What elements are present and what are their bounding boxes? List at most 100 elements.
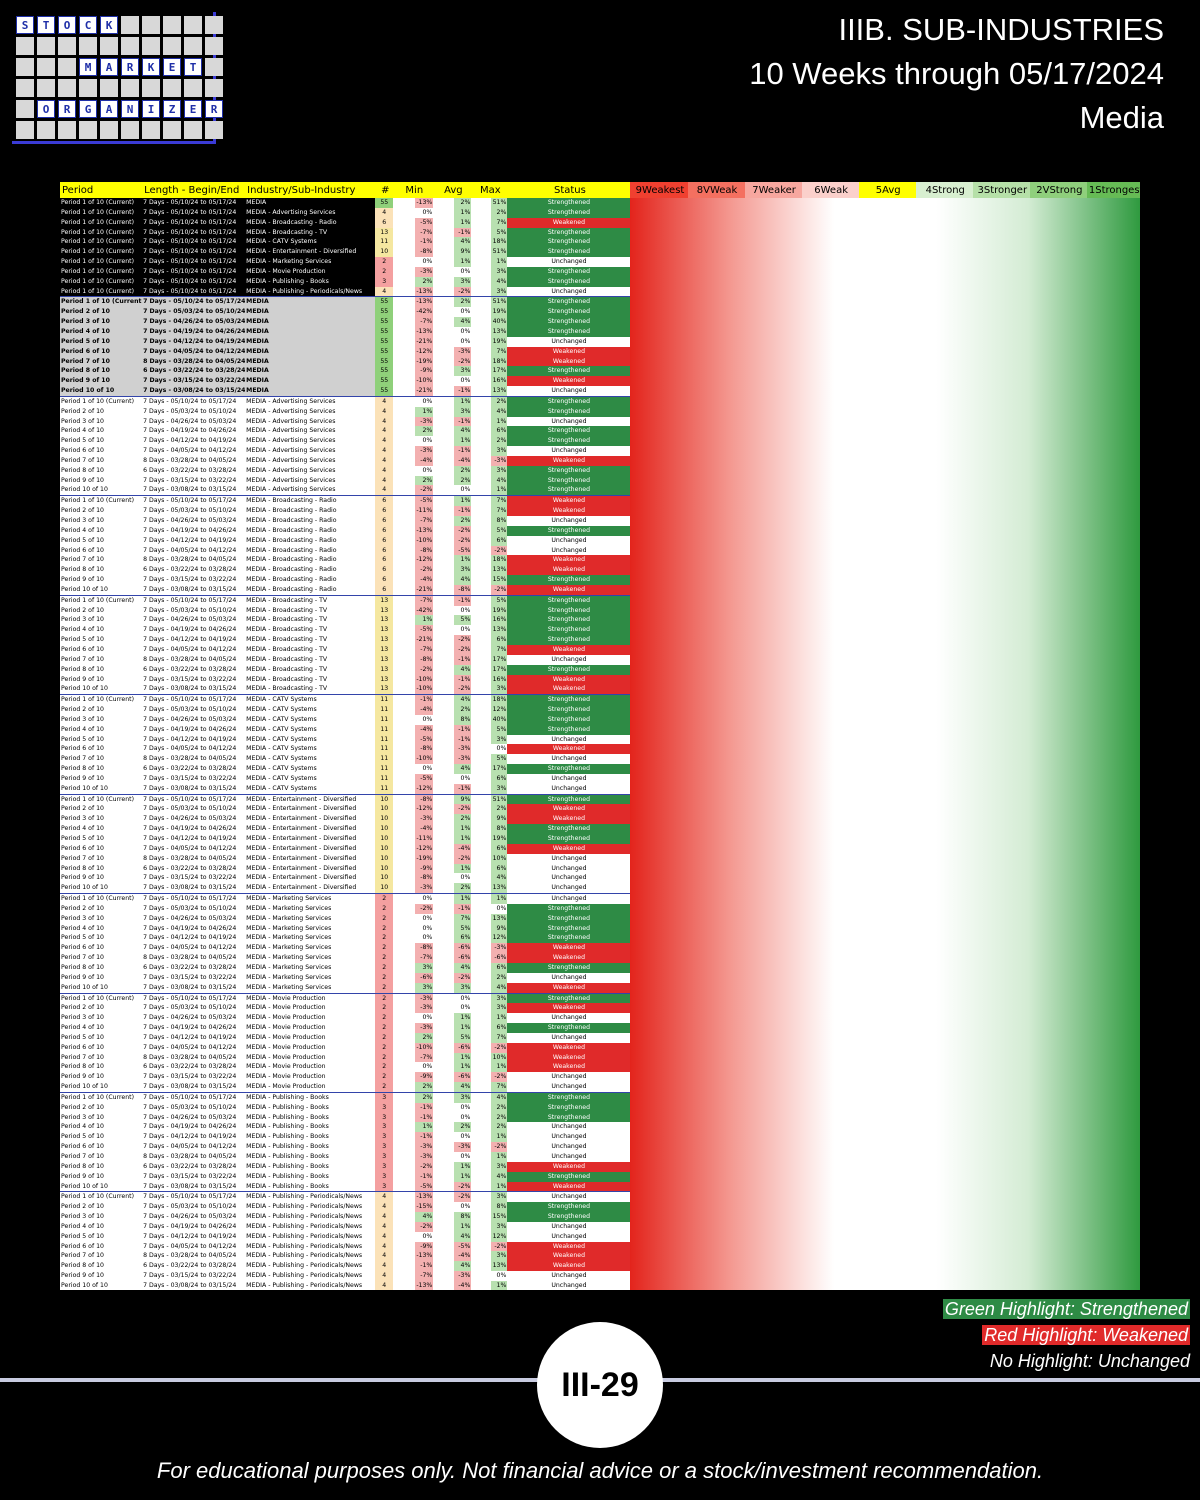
status-cell: Weakened — [507, 584, 631, 596]
length-cell: 7 Days - 04/05/24 to 04/12/24 — [143, 1143, 237, 1151]
avg-cell: -3% — [433, 1142, 472, 1152]
max-cell: 1% — [471, 1152, 508, 1162]
length-cell: 7 Days - 05/10/24 to 05/17/24 — [142, 992, 246, 1004]
max-cell: 6% — [471, 843, 508, 854]
min-cell: -9% — [393, 366, 434, 377]
min-cell: -10% — [393, 674, 434, 685]
max-cell: 7% — [471, 346, 508, 357]
max-cell: 0% — [496, 1272, 507, 1280]
max-cell: -2% — [471, 545, 508, 556]
status-cell: Strengthened — [507, 605, 631, 616]
count-cell: 4 — [375, 446, 394, 456]
avg-cell: 1% — [433, 1062, 472, 1073]
avg-cell: -1% — [433, 386, 472, 397]
count-cell: 55 — [375, 296, 394, 308]
avg-cell: -1% — [433, 724, 472, 735]
length-cell: 7 Days - 05/03/24 to 05/10/24 — [143, 606, 237, 614]
min-cell: -12% — [393, 843, 434, 854]
avg-cell: 1% — [433, 863, 472, 874]
status-cell: Strengthened — [507, 485, 631, 496]
length-cell: 7 Days - 05/03/24 to 05/10/24 — [143, 407, 237, 415]
max-cell: -2% — [471, 1142, 508, 1152]
status-cell: Weakened — [507, 953, 631, 963]
table-row: Period 3 of 10 7 Days - 04/26/24 to 05/03… — [60, 615, 1140, 626]
count-cell: 55 — [375, 198, 394, 208]
table-row: Period 6 of 10 7 Days - 04/05/24 to 04/12… — [60, 843, 1140, 854]
avg-cell: 0% — [460, 377, 471, 385]
count-cell: 10 — [375, 843, 394, 854]
min-cell: -21% — [393, 584, 434, 596]
length-cell: 6 Days - 03/22/24 to 03/28/24 — [142, 366, 246, 377]
avg-cell: -1% — [433, 416, 472, 427]
count-cell: 2 — [375, 1052, 394, 1063]
legend-unchanged: No Highlight: Unchanged — [989, 1351, 1190, 1371]
min-cell: 0% — [422, 1232, 433, 1240]
avg-cell: -1% — [433, 674, 472, 685]
status-cell: Weakened — [507, 1062, 631, 1073]
count-cell: 13 — [375, 664, 394, 675]
industry-cell: MEDIA - Movie Production — [245, 266, 376, 277]
industry-cell: MEDIA — [245, 376, 376, 387]
avg-cell: 3% — [433, 406, 472, 417]
industry-cell: MEDIA - Advertising Services — [246, 466, 336, 474]
legend-strengthened: Green Highlight: Strengthened — [942, 1299, 1190, 1319]
count-cell: 4 — [375, 455, 394, 466]
length-cell: 7 Days - 04/26/24 to 05/03/24 — [143, 715, 237, 723]
max-cell: 6% — [471, 962, 508, 973]
length-cell: 7 Days - 04/05/24 to 04/12/24 — [143, 944, 237, 952]
min-cell: 0% — [422, 715, 433, 723]
status-cell: Unchanged — [507, 1152, 631, 1162]
min-cell: -1% — [393, 1132, 434, 1143]
table-row: Period 3 of 10 7 Days - 04/26/24 to 05/03… — [60, 814, 1140, 825]
count-cell: 3 — [375, 1102, 394, 1113]
table-row: Period 5 of 10 7 Days - 04/12/24 to 04/19… — [60, 1132, 1140, 1143]
avg-cell: 8% — [433, 1212, 472, 1222]
industry-cell: MEDIA - Movie Production — [246, 1004, 326, 1012]
table-row: Period 4 of 10 7 Days - 04/19/24 to 04/26… — [60, 1023, 1140, 1033]
count-cell: 2 — [375, 903, 394, 914]
max-cell: -2% — [471, 1042, 508, 1053]
avg-cell: 0% — [460, 337, 471, 345]
industry-cell: MEDIA - Publishing - Books — [245, 1091, 376, 1103]
period-cell: Period 6 of 10 — [60, 346, 143, 357]
count-cell: 4 — [375, 406, 394, 417]
industry-cell: MEDIA - Entertainment - Diversified — [245, 247, 376, 258]
period-cell: Period 1 of 10 (Current) — [60, 286, 143, 297]
max-cell: 6% — [471, 863, 508, 874]
min-cell: -42% — [393, 307, 434, 318]
avg-cell: 0% — [460, 1133, 471, 1141]
industry-cell: MEDIA - Movie Production — [246, 1014, 326, 1022]
logo-letter: N — [121, 100, 139, 118]
period-cell: Period 4 of 10 — [61, 427, 104, 435]
min-cell: -9% — [393, 1241, 434, 1252]
count-cell: 6 — [375, 495, 394, 507]
logo-letter: T — [184, 58, 202, 76]
column-header: Period — [60, 182, 143, 198]
min-cell: 3% — [393, 982, 434, 993]
count-cell: 55 — [375, 307, 394, 318]
industry-cell: MEDIA - Movie Production — [246, 1024, 326, 1032]
industry-cell: MEDIA - Advertising Services — [246, 486, 336, 494]
period-cell: Period 7 of 10 — [61, 755, 104, 763]
industry-cell: MEDIA - Publishing - Books — [246, 1103, 329, 1111]
period-cell: Period 9 of 10 — [61, 874, 104, 882]
count-cell: 13 — [375, 594, 394, 606]
max-cell: 4% — [471, 982, 508, 993]
status-cell: Strengthened — [507, 615, 631, 626]
period-cell: Period 3 of 10 — [61, 914, 104, 922]
logo-tile — [205, 16, 223, 34]
max-cell: 17% — [471, 366, 508, 377]
max-cell: -2% — [471, 1241, 508, 1252]
length-cell: 7 Days - 05/03/24 to 05/10/24 — [143, 1203, 237, 1211]
table-row: Period 4 of 10 7 Days - 04/19/24 to 04/26… — [60, 724, 1140, 735]
table-row: Period 5 of 10 7 Days - 04/12/24 to 04/19… — [60, 933, 1140, 944]
avg-cell: -3% — [433, 1271, 472, 1281]
industry-cell: MEDIA — [245, 198, 376, 208]
industry-cell: MEDIA - Broadcasting - TV — [246, 626, 328, 634]
status-cell: Unchanged — [507, 773, 631, 784]
count-cell: 6 — [375, 555, 394, 566]
table-row: Period 1 of 10 (Current) 7 Days - 05/10/2… — [60, 227, 1140, 238]
logo-tile — [79, 37, 97, 55]
max-cell: 12% — [471, 705, 508, 715]
length-cell: 7 Days - 05/03/24 to 05/10/24 — [143, 507, 237, 515]
